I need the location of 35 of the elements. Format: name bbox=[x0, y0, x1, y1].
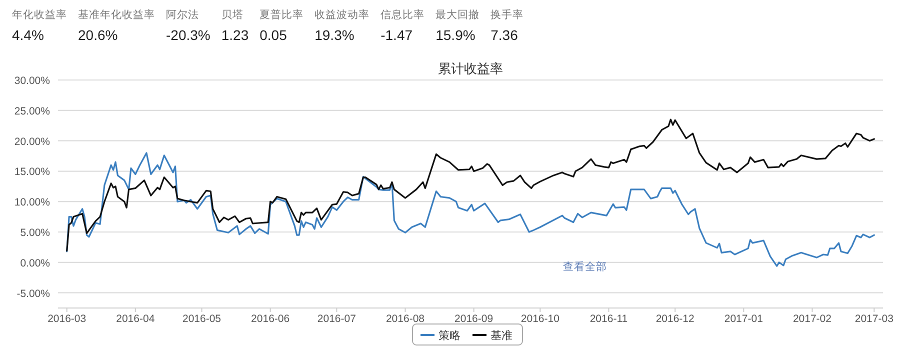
x-tick-label: 2016-07 bbox=[317, 313, 356, 325]
y-tick-label: -5.00% bbox=[16, 288, 50, 300]
text: 阿尔法 -20.3% bbox=[166, 8, 210, 43]
text: 信息比率 -1.47 bbox=[380, 8, 425, 43]
x-tick-label: 2017-02 bbox=[792, 313, 832, 325]
text: 最大回撤 15.9% bbox=[436, 8, 480, 43]
text: 夏普比率 0.05 bbox=[260, 8, 304, 43]
line-series bbox=[66, 118, 875, 252]
y-tick-label: 5.00% bbox=[20, 227, 50, 239]
text: 贝塔 1.23 bbox=[221, 8, 249, 43]
x-tick-label: 2016-11 bbox=[590, 313, 628, 325]
y-tick-label: 20.00% bbox=[14, 136, 50, 148]
x-tick-label: 2017-03 bbox=[854, 313, 894, 325]
x-tick-label: 2016-03 bbox=[48, 313, 86, 325]
y-tick-label: 0.00% bbox=[20, 257, 50, 270]
x-tick-label: 2016-09 bbox=[454, 313, 494, 325]
y-tick-label: 15.00% bbox=[14, 166, 50, 178]
text: 换手率 7.36 bbox=[490, 8, 524, 43]
y-tick-label: 10.00% bbox=[14, 196, 50, 209]
y-tick-label: 25.00% bbox=[14, 105, 50, 118]
x-tick-label: 2016-08 bbox=[386, 313, 425, 325]
chart-title: 累计收益率 bbox=[438, 61, 503, 76]
x-tick-label: 2017-01 bbox=[724, 313, 764, 325]
text: 年化收益率 4.4% bbox=[12, 8, 67, 43]
legend-label: 基准 bbox=[490, 329, 512, 342]
annotation: 查看全部 bbox=[563, 260, 607, 273]
text: 基准年化收益率 20.6% bbox=[78, 8, 155, 43]
x-tick-label: 2016-10 bbox=[520, 313, 560, 325]
x-tick-label: 2016-04 bbox=[116, 313, 155, 325]
y-tick-label: 30.00% bbox=[14, 75, 50, 87]
x-tick-label: 2016-12 bbox=[656, 313, 695, 325]
text: 收益波动率 19.3% bbox=[314, 8, 370, 43]
x-tick-label: 2016-06 bbox=[251, 313, 290, 325]
legend-label: 策略 bbox=[438, 330, 460, 342]
x-tick-label: 2016-05 bbox=[182, 313, 222, 325]
